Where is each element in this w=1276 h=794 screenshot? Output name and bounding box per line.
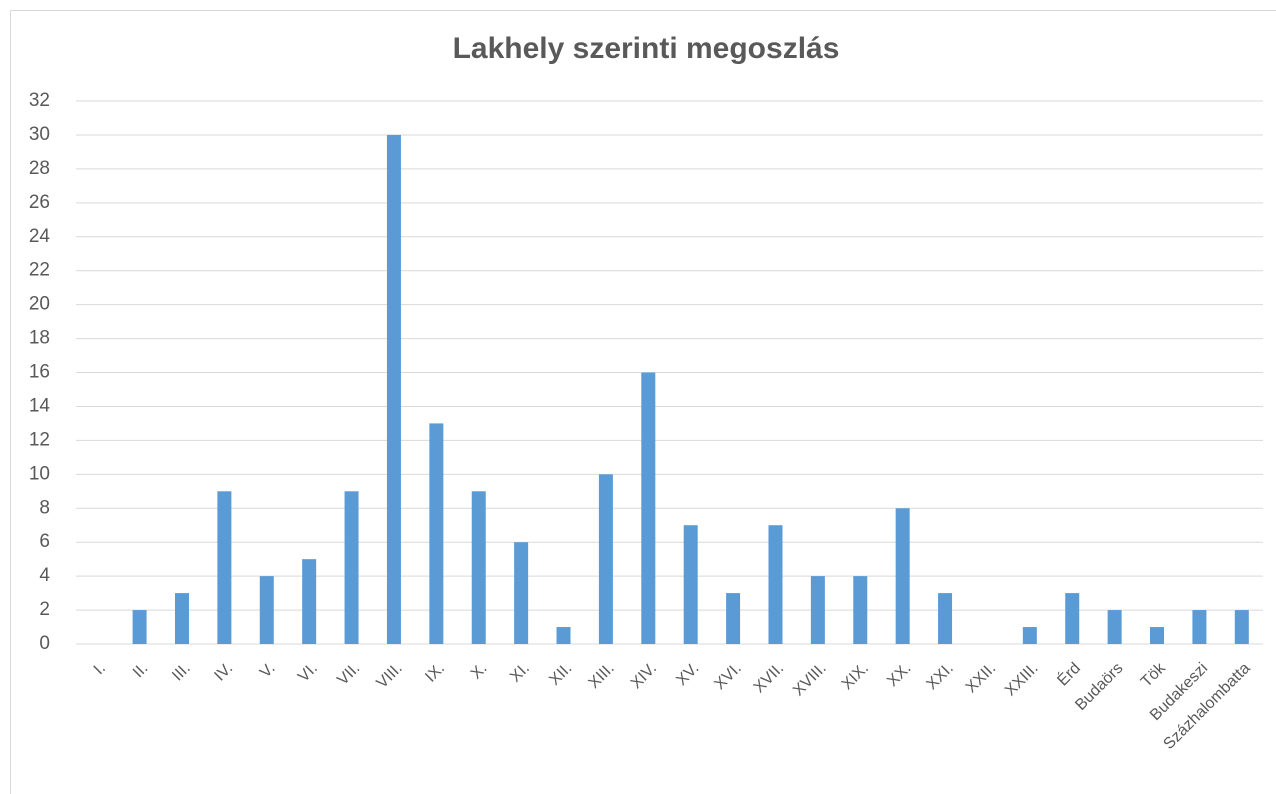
y-tick-label: 30 [29,124,50,145]
bar [683,525,698,644]
bar [302,559,317,644]
bar [1065,593,1080,644]
bar [938,593,953,644]
y-tick-label: 8 [39,497,50,518]
y-tick-label: 26 [29,192,50,213]
y-tick-label: 20 [29,294,50,315]
bar [1234,610,1249,644]
y-tick-label: 28 [29,158,50,179]
bar [1107,610,1122,644]
bar [344,491,359,644]
bar [598,474,613,644]
bar [1192,610,1207,644]
bar [641,372,656,644]
bar [429,423,444,644]
y-tick-label: 10 [29,463,50,484]
bar [259,576,274,644]
bar [174,593,189,644]
bar [726,593,741,644]
y-tick-label: 24 [29,226,51,247]
chart-title: Lakhely szerinti megoszlás [453,32,840,65]
bar [895,508,910,644]
bar [556,627,571,644]
bar [768,525,783,644]
bar [1022,627,1037,644]
bar [514,542,529,644]
y-tick-label: 4 [39,565,50,586]
bar [217,491,232,644]
bar [132,610,147,644]
bar [853,576,868,644]
y-tick-label: 12 [29,429,50,450]
y-tick-label: 2 [39,599,50,620]
bar [386,134,401,644]
y-tick-label: 16 [29,362,50,383]
y-tick-label: 6 [39,531,50,552]
y-tick-label: 32 [29,90,50,111]
bar [471,491,486,644]
y-tick-label: 18 [29,328,50,349]
y-tick-label: 14 [29,395,51,416]
y-tick-label: 0 [39,633,50,654]
bar [810,576,825,644]
bar [1150,627,1165,644]
y-tick-label: 22 [29,260,50,281]
